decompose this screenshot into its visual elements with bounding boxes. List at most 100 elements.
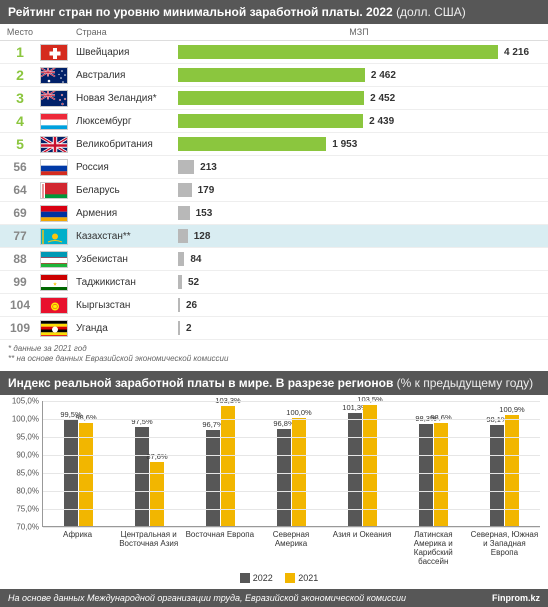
table-row: 77Казахстан**128 (0, 225, 548, 248)
bar-2022: 98,1% (490, 425, 504, 526)
country-cell: Швейцария (76, 47, 178, 58)
chart-section: Индекс реальной заработной платы в мире.… (0, 371, 548, 589)
y-axis-label: 95,0% (9, 432, 39, 441)
bar (178, 183, 192, 197)
bar-label: 87,6% (146, 452, 167, 461)
country-cell: Новая Зеландия* (76, 93, 178, 104)
bar-cell: 2 452 (178, 91, 548, 105)
flag-cell (40, 274, 76, 291)
footer-bar: На основе данных Международной организац… (0, 589, 548, 607)
legend-swatch-2021 (285, 573, 295, 583)
bar-cell: 2 439 (178, 114, 548, 128)
bar-cell: 52 (178, 275, 548, 289)
header-value: МЗП (178, 27, 548, 37)
footnote-1: * данные за 2021 год (8, 344, 540, 354)
ranking-footnotes: * данные за 2021 год ** на основе данных… (0, 340, 548, 371)
y-axis-label: 90,0% (9, 450, 39, 459)
ranking-section: Рейтинг стран по уровню минимальной зара… (0, 0, 548, 371)
bar-2022: 98,3% (419, 424, 433, 526)
bar-value: 2 (186, 323, 192, 334)
x-axis-label: Северная Америка (255, 527, 326, 567)
bar-value: 2 439 (369, 116, 394, 127)
header-rank: Место (0, 27, 40, 37)
bar-cell: 153 (178, 206, 548, 220)
table-row: 64 Беларусь 179 (0, 179, 548, 202)
bar-value: 2 462 (371, 70, 396, 81)
gridline (43, 509, 540, 510)
rank-cell: 104 (0, 298, 40, 312)
bar-value: 84 (190, 254, 201, 265)
bar-value: 213 (200, 162, 217, 173)
chart-wrap: 99,5%98,6%97,5%87,6%96,7%103,3%96,8%100,… (0, 395, 548, 589)
rank-cell: 69 (0, 206, 40, 220)
country-cell: Казахстан** (76, 231, 178, 242)
gridline (43, 473, 540, 474)
country-cell: Беларусь (76, 185, 178, 196)
y-axis-label: 100,0% (9, 414, 39, 423)
bar-label: 98,6% (430, 413, 451, 422)
bar-2022: 96,8% (277, 429, 291, 525)
table-row: 56 Россия 213 (0, 156, 548, 179)
rank-cell: 56 (0, 160, 40, 174)
rank-cell: 88 (0, 252, 40, 266)
bar-cell: 179 (178, 183, 548, 197)
gridline (43, 401, 540, 402)
table-row: 109 Уганда 2 (0, 317, 548, 340)
table-row: 99Таджикистан52 (0, 271, 548, 294)
y-axis-label: 105,0% (9, 396, 39, 405)
rank-cell: 64 (0, 183, 40, 197)
rank-cell: 1 (0, 44, 40, 60)
rank-cell: 4 (0, 113, 40, 129)
ranking-title-sub: (долл. США) (396, 5, 466, 19)
bar (178, 91, 364, 105)
bar-value: 1 953 (332, 139, 357, 150)
flag-icon (40, 44, 68, 61)
country-cell: Уганда (76, 323, 178, 334)
flag-cell (40, 320, 76, 337)
rank-cell: 2 (0, 67, 40, 83)
flag-icon (40, 90, 68, 107)
flag-cell (40, 228, 76, 245)
bar (178, 229, 188, 243)
bar-value: 52 (188, 277, 199, 288)
bar (178, 137, 326, 151)
rank-cell: 109 (0, 321, 40, 335)
bar (178, 160, 194, 174)
bar-value: 4 216 (504, 47, 529, 58)
flag-cell (40, 182, 76, 199)
table-row: 3Новая Зеландия*2 452 (0, 87, 548, 110)
chart-title-sub: (% к предыдущему году) (397, 376, 533, 390)
country-cell: Люксембург (76, 116, 178, 127)
bar-value: 128 (194, 231, 211, 242)
flag-icon (40, 205, 68, 222)
ranking-title-main: Рейтинг стран по уровню минимальной зара… (8, 5, 393, 19)
table-row: 2 Австралия 2 462 (0, 64, 548, 87)
country-cell: Россия (76, 162, 178, 173)
flag-cell (40, 113, 76, 130)
bar-value: 179 (198, 185, 215, 196)
country-cell: Армения (76, 208, 178, 219)
table-row: 69 Армения153 (0, 202, 548, 225)
legend-swatch-2022 (240, 573, 250, 583)
x-axis-label: Латинская Америка и Карибский бассейн (398, 527, 469, 567)
bar-value: 26 (186, 300, 197, 311)
table-row: 104Кыргызстан26 (0, 294, 548, 317)
rank-cell: 99 (0, 275, 40, 289)
bar-label: 98,6% (75, 413, 96, 422)
chart-area: 99,5%98,6%97,5%87,6%96,7%103,3%96,8%100,… (42, 401, 540, 527)
gridline (43, 491, 540, 492)
x-axis-label: Азия и Океания (327, 527, 398, 567)
table-row: 88Узбекистан84 (0, 248, 548, 271)
footnote-2: ** на основе данных Евразийской экономич… (8, 354, 540, 364)
gridline (43, 527, 540, 528)
bar-cell: 4 216 (178, 45, 548, 59)
flag-icon (40, 228, 68, 245)
chart-legend: 2022 2021 (8, 567, 540, 588)
bar (178, 68, 365, 82)
country-cell: Австралия (76, 70, 178, 81)
table-row: 1 Швейцария 4 216 (0, 41, 548, 64)
chart-title: Индекс реальной заработной платы в мире.… (0, 371, 548, 395)
bar-cell: 213 (178, 160, 548, 174)
x-axis-label: Восточная Европа (184, 527, 255, 567)
x-axis-label: Северная, Южная и Западная Европа (469, 527, 540, 567)
